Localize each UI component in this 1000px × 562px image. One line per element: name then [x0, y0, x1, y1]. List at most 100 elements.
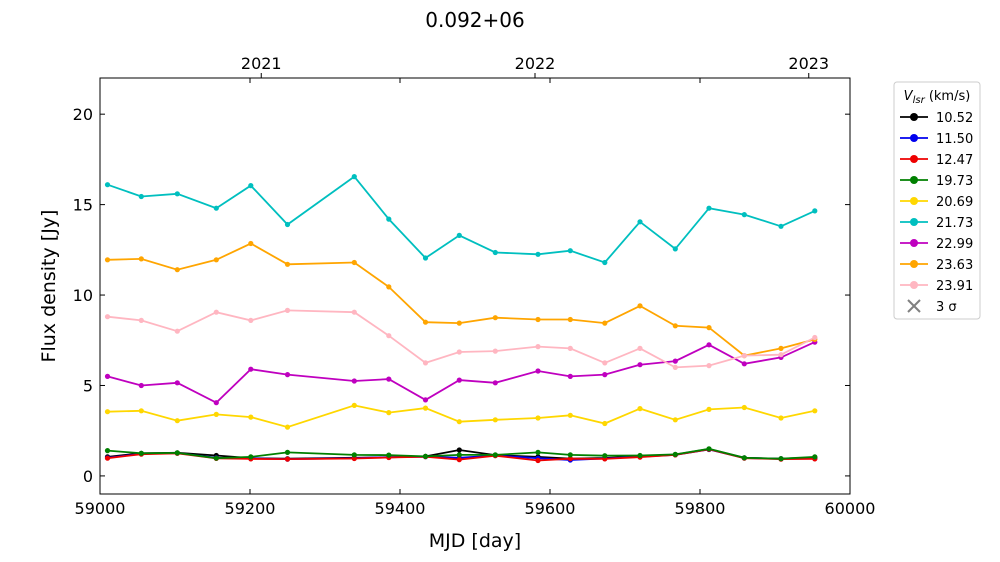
- data-point: [351, 378, 357, 384]
- data-point: [248, 366, 254, 372]
- data-point: [284, 372, 291, 378]
- data-point: [741, 404, 747, 411]
- data-point: [422, 255, 429, 261]
- data-point: [706, 363, 712, 369]
- data-point: [535, 251, 541, 257]
- data-point: [456, 232, 462, 238]
- legend-item: 23.63: [900, 258, 973, 273]
- top-axis: 2021 2022 2023: [241, 54, 829, 78]
- legend-title-rest: (km/s): [925, 89, 971, 104]
- data-point: [351, 309, 357, 315]
- plot-area: [99, 77, 851, 495]
- data-point: [672, 323, 678, 329]
- series-line: [107, 447, 815, 460]
- series-line: [107, 242, 816, 357]
- series-23.63: [104, 240, 818, 359]
- legend-label: 21.73: [936, 216, 973, 231]
- legend-item: 12.47: [900, 153, 973, 168]
- y-tick-label: 5: [83, 376, 93, 395]
- data-point: [248, 183, 254, 189]
- data-point: [174, 450, 180, 456]
- legend-label: 20.69: [936, 195, 973, 210]
- data-point: [567, 316, 573, 323]
- y-tick-label: 15: [73, 196, 93, 215]
- y-tick-label: 10: [73, 286, 93, 305]
- data-point: [672, 358, 678, 364]
- data-point: [456, 447, 462, 453]
- data-point: [706, 342, 712, 348]
- data-point: [535, 457, 541, 464]
- legend-item: 23.91: [900, 279, 973, 294]
- data-point: [284, 307, 291, 313]
- data-point: [104, 455, 111, 461]
- data-point: [284, 261, 291, 267]
- legend-title-main: V: [904, 89, 914, 104]
- y-axis-title: Flux density [Jy]: [38, 210, 60, 363]
- data-point: [672, 451, 678, 457]
- legend-item: 19.73: [900, 174, 973, 189]
- legend-marker: [910, 113, 918, 121]
- legend-marker: [910, 155, 918, 163]
- data-point: [567, 456, 573, 462]
- data-point: [812, 208, 818, 214]
- data-point: [741, 212, 747, 218]
- data-point: [104, 182, 111, 188]
- data-point: [174, 418, 180, 424]
- data-point: [284, 456, 291, 462]
- data-point: [778, 352, 784, 358]
- legend-marker: [910, 239, 918, 247]
- data-point: [386, 376, 392, 382]
- y-tick-label: 20: [73, 105, 93, 124]
- data-point: [535, 415, 541, 421]
- series-line: [107, 341, 816, 404]
- data-point: [567, 248, 573, 254]
- data-point: [778, 456, 784, 462]
- data-point: [456, 452, 462, 458]
- series-line: [107, 309, 816, 369]
- data-point: [104, 409, 111, 415]
- data-point: [535, 449, 541, 455]
- x-tick-label: 59000: [75, 499, 126, 518]
- data-point: [351, 259, 357, 266]
- data-point: [602, 259, 608, 266]
- legend-label: 22.99: [936, 237, 973, 252]
- data-point: [706, 325, 712, 331]
- data-point: [174, 267, 180, 273]
- series-line: [107, 404, 815, 429]
- legend-sigma-label: 3 σ: [936, 300, 957, 315]
- y-axis: 0 5 10 15 20: [73, 105, 850, 486]
- series-20.69: [104, 402, 818, 430]
- legend-item: 21.73: [900, 216, 973, 231]
- data-point: [386, 452, 392, 458]
- data-point: [637, 345, 643, 351]
- top-tick-label: 2021: [241, 54, 282, 73]
- legend-marker: [910, 281, 918, 289]
- data-point: [492, 249, 498, 256]
- series-19.73: [104, 446, 818, 462]
- data-point: [284, 449, 291, 455]
- legend-label: 23.63: [936, 258, 973, 273]
- data-point: [456, 419, 462, 425]
- data-point: [602, 372, 608, 378]
- data-point: [567, 452, 573, 458]
- data-point: [637, 219, 643, 225]
- data-point: [248, 454, 254, 460]
- data-point: [812, 334, 818, 341]
- data-point: [456, 377, 462, 383]
- data-point: [248, 317, 254, 323]
- legend-marker: [910, 176, 918, 184]
- data-point: [492, 348, 498, 354]
- legend-title: Vlsr (km/s): [904, 89, 971, 106]
- data-point: [422, 405, 429, 411]
- data-point: [104, 448, 111, 454]
- data-point: [456, 320, 462, 326]
- x-axis: 59000 59200 59400 59600 59800 60000: [75, 78, 875, 518]
- data-point: [138, 317, 144, 323]
- data-point: [386, 333, 392, 339]
- series-23.91: [104, 307, 818, 370]
- legend-item: 20.69: [900, 195, 973, 210]
- data-point: [386, 216, 392, 222]
- data-point: [456, 349, 462, 355]
- legend-item: 22.99: [900, 237, 973, 252]
- data-point: [535, 316, 541, 323]
